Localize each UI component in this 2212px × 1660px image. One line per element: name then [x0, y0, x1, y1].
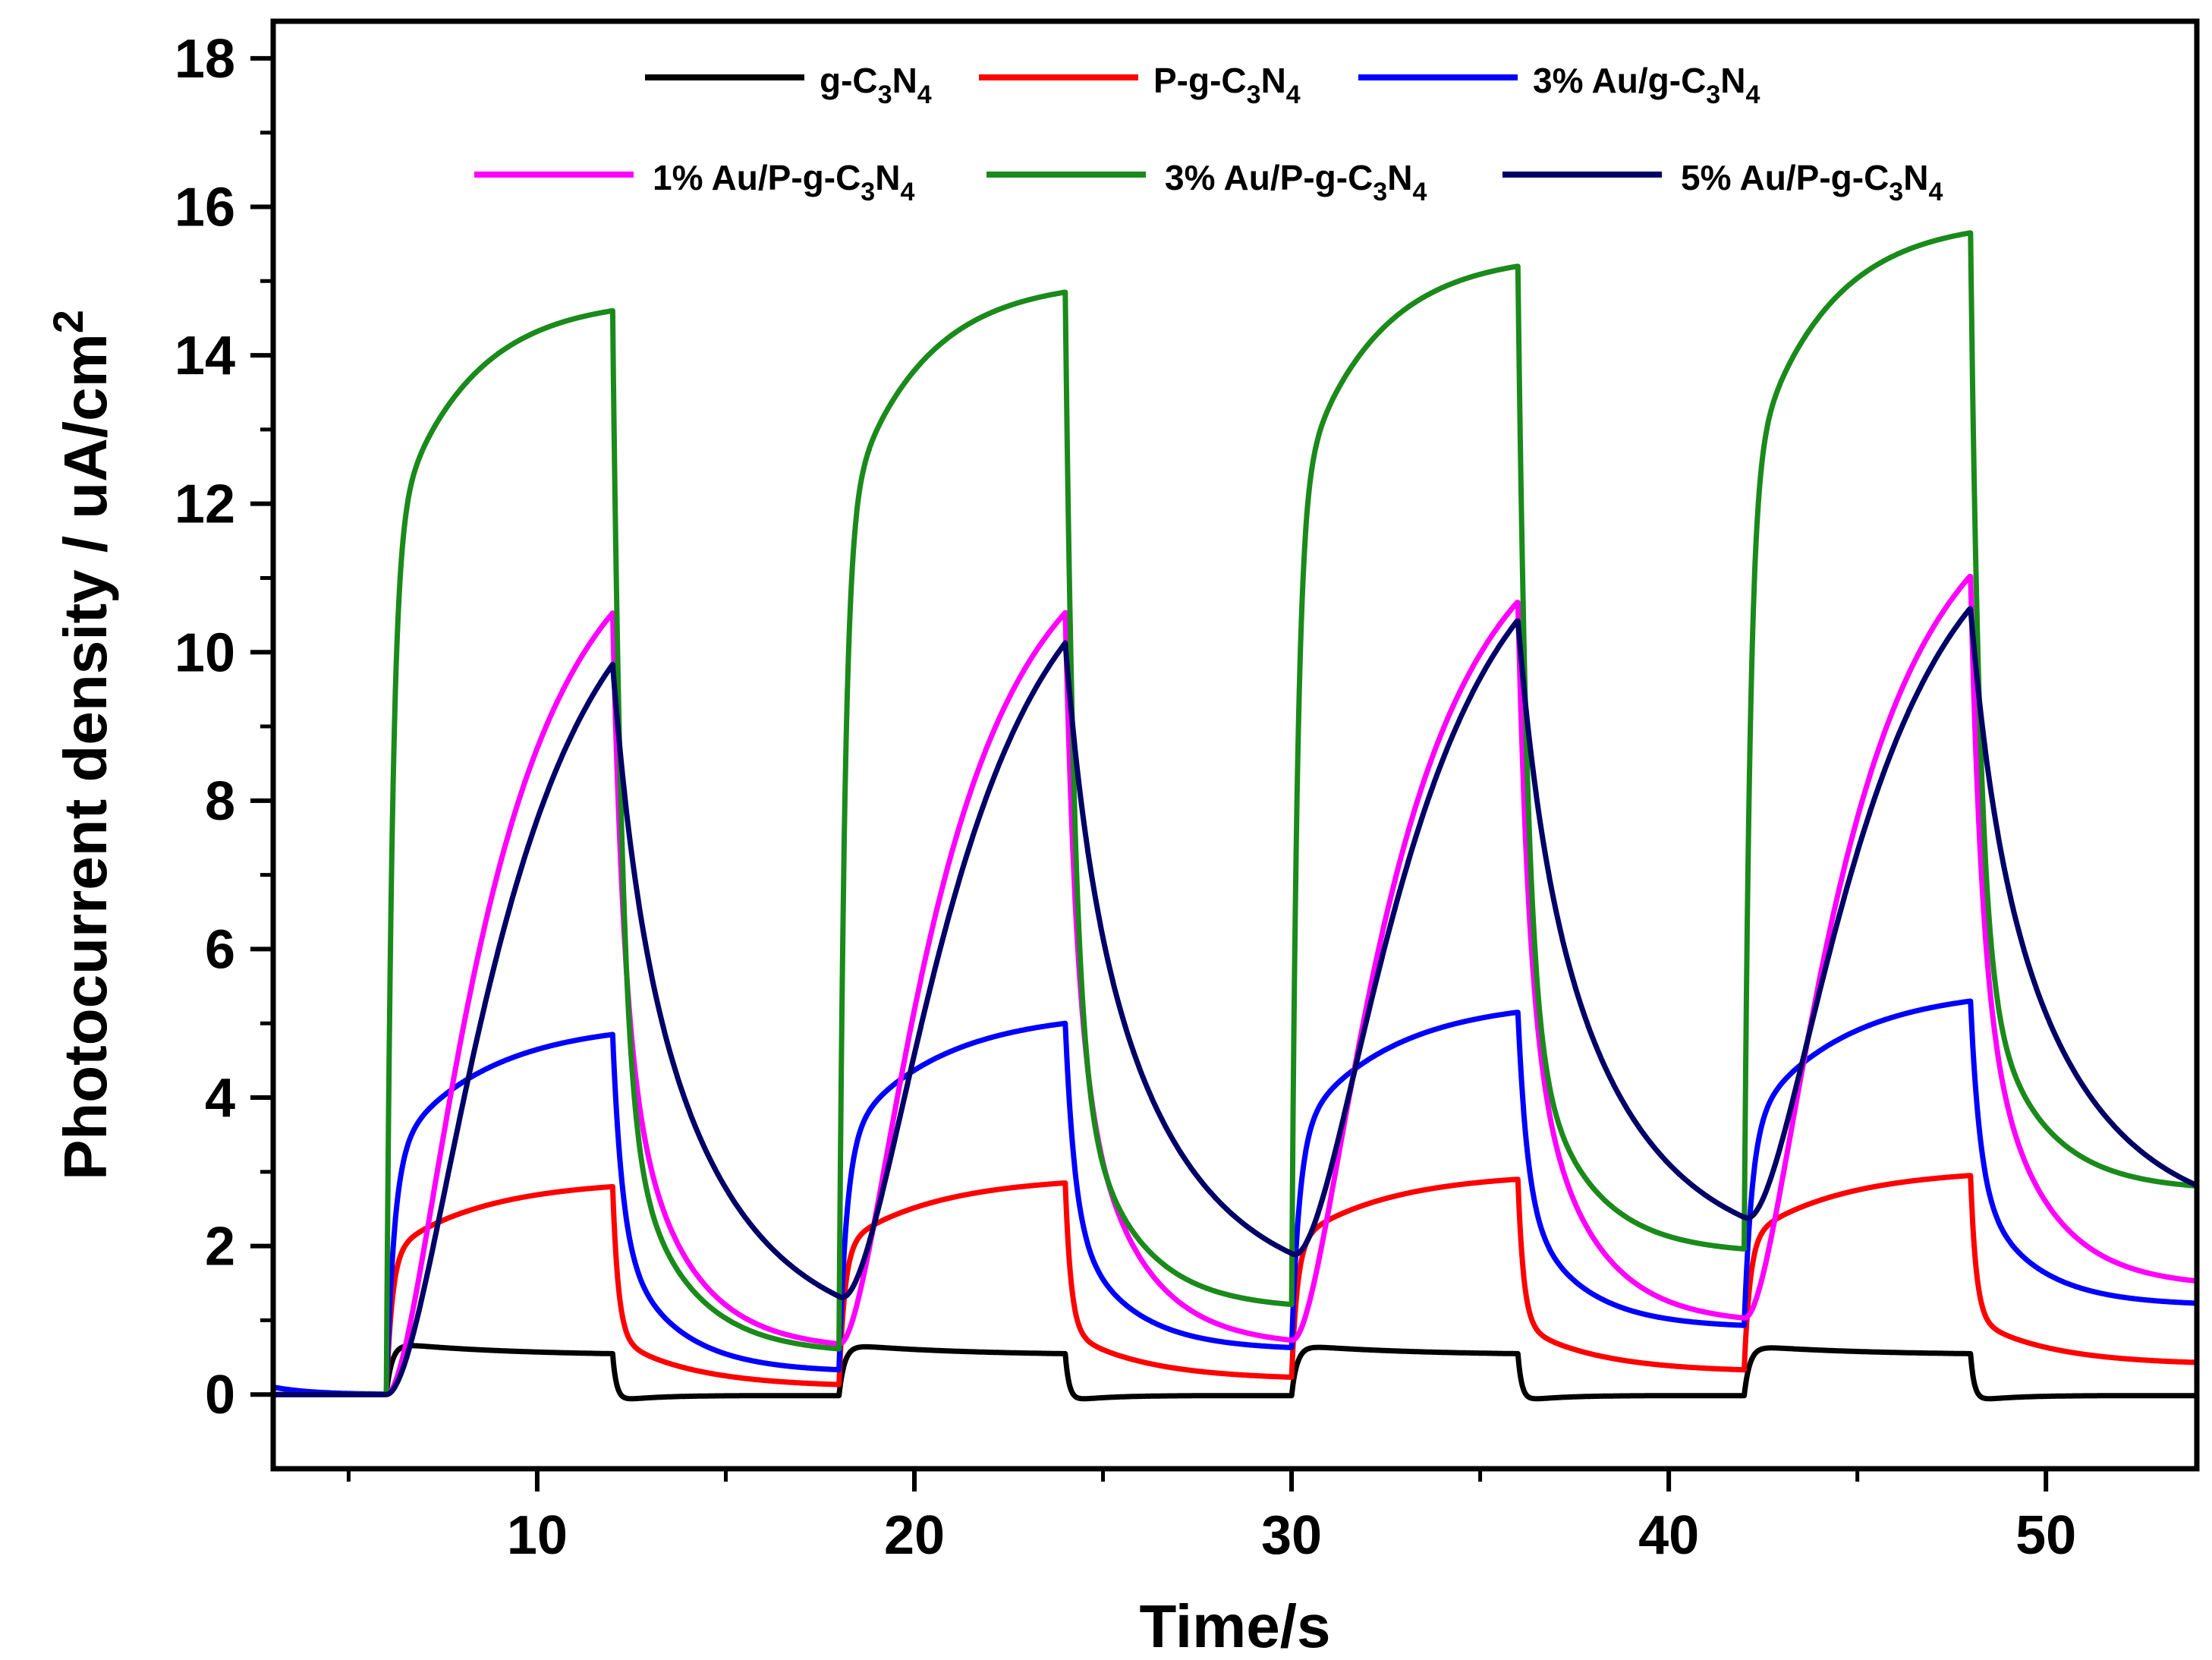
series-line-3 [273, 574, 2197, 1397]
legend-label: 1% Au/P-g-C3N4 [653, 158, 914, 206]
y-tick-label: 0 [205, 1365, 235, 1425]
legend-label: 3% Au/P-g-C3N4 [1165, 158, 1427, 206]
y-axis-title: Photocurrent density / uA/cm2 [44, 310, 120, 1180]
x-axis-title: Time/s [1140, 1592, 1331, 1660]
y-tick-label: 18 [175, 29, 235, 90]
series-line-4 [273, 230, 2197, 1397]
series-line-5 [273, 606, 2197, 1397]
series-line-0 [273, 1343, 2197, 1402]
series-line-2 [273, 998, 2197, 1397]
y-tick-label: 8 [205, 771, 235, 832]
legend-entry-0: g-C3N4 [645, 61, 932, 109]
plot-frame [270, 18, 2200, 1472]
legend-label: P-g-C3N4 [1153, 61, 1301, 109]
x-tick-label: 50 [2015, 1505, 2076, 1566]
legend-entry-3: 1% Au/P-g-C3N4 [474, 158, 914, 206]
y-tick-label: 14 [175, 326, 235, 386]
y-axis-title-superscript: 2 [44, 310, 92, 333]
legend: g-C3N4 P-g-C3N4 3% Au/g-C3N4 1% Au/P-g-C3N4… [474, 61, 1943, 206]
legend-label: 3% Au/g-C3N4 [1533, 61, 1760, 109]
y-axis-title-main: Photocurrent density / uA/cm [52, 333, 119, 1180]
y-tick-label: 4 [205, 1068, 235, 1129]
legend-entry-1: P-g-C3N4 [979, 61, 1301, 109]
y-tick-label: 2 [205, 1217, 235, 1277]
x-tick-label: 30 [1261, 1505, 1322, 1566]
y-tick-label: 16 [175, 177, 235, 238]
legend-entry-2: 3% Au/g-C3N4 [1358, 61, 1760, 109]
axes-layer: 0 2 4 6 8 10 12 14 16 18 10 20 30 40 50 [175, 18, 2200, 1566]
legend-label: g-C3N4 [820, 61, 932, 109]
x-tick-label: 10 [507, 1505, 568, 1566]
series-line-1 [273, 1173, 2197, 1397]
x-tick-label: 40 [1638, 1505, 1699, 1566]
y-tick-label: 10 [175, 622, 235, 683]
legend-entry-4: 3% Au/P-g-C3N4 [986, 158, 1427, 206]
legend-entry-5: 5% Au/P-g-C3N4 [1502, 158, 1943, 206]
x-tick-label: 20 [884, 1505, 945, 1566]
y-tick-label: 12 [175, 474, 235, 535]
legend-label: 5% Au/P-g-C3N4 [1681, 158, 1943, 206]
y-tick-label: 6 [205, 919, 235, 980]
series-layer [273, 230, 2197, 1402]
